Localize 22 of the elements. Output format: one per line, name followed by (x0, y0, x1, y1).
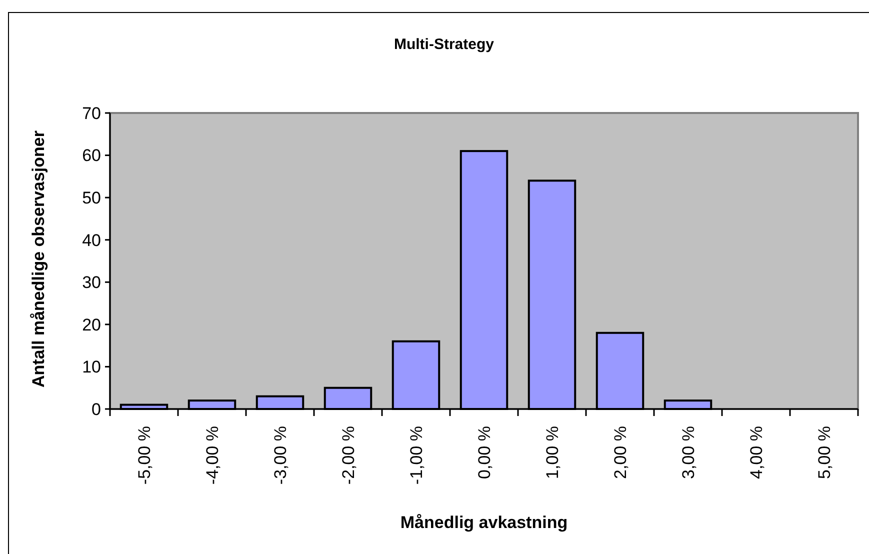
y-tick-label: 50 (82, 188, 101, 208)
x-tick-label: 4,00 % (746, 426, 766, 479)
x-tick-label: 5,00 % (814, 426, 834, 479)
y-tick-label: 10 (82, 358, 101, 377)
chart-title: Multi-Strategy (394, 36, 495, 53)
x-tick-label: 0,00 % (474, 426, 494, 479)
x-tick-label: 2,00 % (610, 426, 630, 479)
x-axis-title: Månedlig avkastning (400, 513, 568, 532)
x-tick-label: 3,00 % (678, 426, 698, 479)
y-axis-title: Antall månedlige observasjoner (29, 130, 48, 388)
y-tick-label: 0 (92, 400, 101, 419)
y-tick-label: 40 (82, 230, 101, 250)
y-tick-label: 60 (82, 146, 101, 166)
x-tick-label: 1,00 % (542, 426, 562, 479)
x-tick-label: -5,00 % (134, 426, 154, 485)
x-tick-label: -1,00 % (406, 426, 426, 485)
y-tick-label: 20 (82, 315, 101, 334)
x-tick-label: -4,00 % (202, 426, 222, 485)
x-tick-label: -2,00 % (338, 426, 358, 485)
y-tick-label: 30 (82, 273, 101, 292)
x-tick-label: -3,00 % (270, 426, 290, 485)
y-tick-label: 70 (82, 104, 101, 123)
